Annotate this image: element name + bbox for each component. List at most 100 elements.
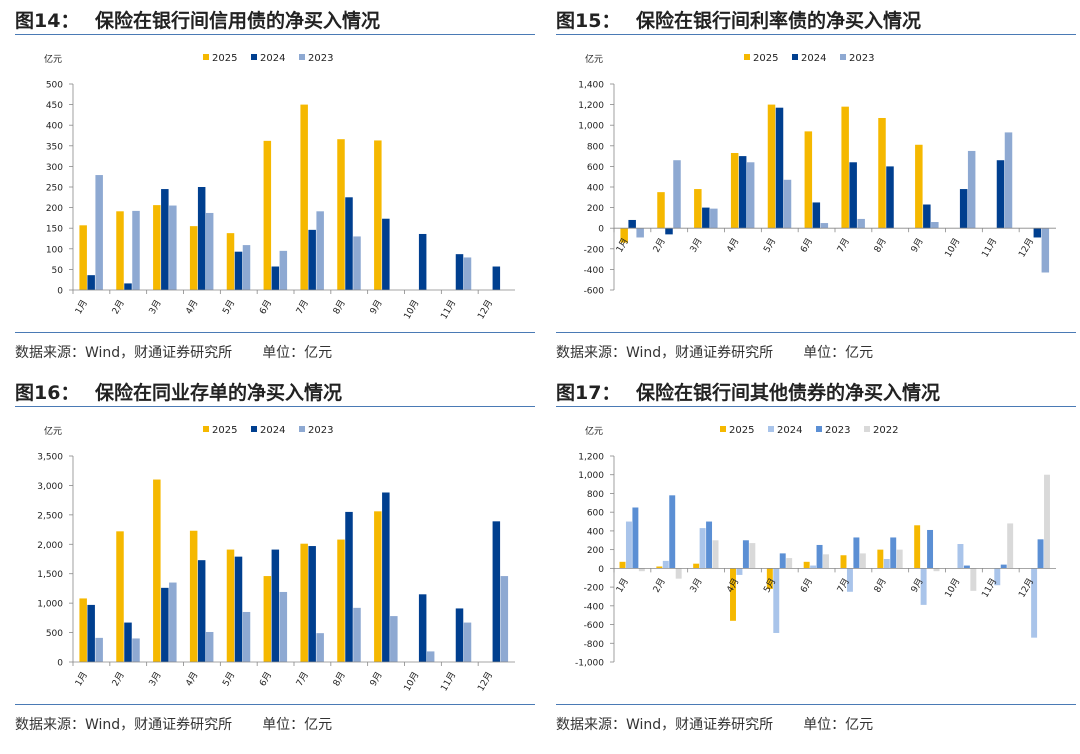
bar	[840, 555, 847, 569]
bar	[316, 211, 324, 290]
legend-swatch	[203, 54, 209, 60]
bar	[353, 236, 361, 290]
x-tick-label: 4月	[184, 670, 201, 688]
x-tick-label: 5月	[220, 298, 237, 316]
bar	[673, 160, 681, 229]
y-tick-label: -200	[584, 245, 605, 255]
y-tick-label: 800	[587, 142, 604, 152]
bar	[783, 179, 792, 229]
legend-label: 2024	[260, 425, 285, 436]
bar	[271, 549, 280, 662]
bar	[890, 537, 897, 569]
bar	[234, 251, 243, 290]
x-tick-label: 1月	[73, 670, 90, 688]
bar	[169, 205, 177, 290]
x-tick-label: 1月	[614, 236, 631, 254]
x-tick-label: 5月	[220, 670, 237, 688]
bar	[963, 565, 970, 569]
bar	[665, 228, 673, 235]
legend-swatch	[720, 426, 726, 432]
source-rule	[556, 704, 1076, 705]
source-text: 数据来源：Wind，财通证券研究所	[15, 717, 233, 733]
bar	[896, 549, 903, 569]
y-tick-label: 400	[46, 122, 63, 132]
bar	[920, 568, 927, 605]
y-tick-label: 0	[57, 659, 63, 669]
bar	[996, 160, 1005, 229]
bar	[749, 543, 756, 569]
bar	[853, 537, 860, 569]
bar	[197, 187, 206, 290]
x-tick-label: 8月	[331, 670, 348, 688]
y-tick-label: 0	[598, 225, 604, 235]
bar	[812, 202, 821, 229]
bar	[710, 208, 718, 229]
legend-label: 2025	[212, 425, 237, 436]
bar	[878, 117, 886, 229]
bar-chart: 亿元 2025 2024 2023 2022 -1,000 -800 -600 -400 -200…	[575, 425, 1056, 669]
x-tick-label: 7月	[294, 670, 311, 688]
title-rule	[15, 406, 535, 407]
figure-number: 图14：	[15, 10, 80, 32]
bar	[628, 219, 636, 229]
bar	[492, 521, 501, 662]
bar	[656, 566, 663, 569]
y-tick-label: 300	[46, 163, 63, 173]
bar	[353, 607, 361, 662]
x-tick-label: 3月	[147, 670, 164, 688]
chart-heading: 保险在银行间信用债的净买入情况	[95, 10, 381, 32]
x-tick-label: 9月	[909, 236, 926, 254]
bar	[116, 211, 124, 290]
bar	[931, 222, 939, 229]
bar	[95, 175, 103, 290]
legend-label: 2023	[308, 53, 333, 64]
bar	[933, 568, 940, 572]
chart-title: 图16： 保险在同业存单的净买入情况	[15, 378, 535, 406]
bar	[337, 539, 345, 662]
bar	[79, 225, 87, 290]
legend-label: 2025	[753, 53, 778, 64]
bar	[205, 631, 214, 662]
y-tick-label: 0	[598, 565, 604, 575]
legend-swatch	[768, 426, 774, 432]
bar	[742, 540, 749, 569]
bar	[619, 561, 626, 569]
y-tick-label: 600	[587, 509, 604, 519]
y-tick-label: -200	[584, 584, 605, 594]
bar	[308, 229, 316, 290]
unit-text: 单位：亿元	[803, 717, 874, 733]
y-tick-label: 1,400	[578, 81, 604, 91]
legend-swatch	[299, 54, 305, 60]
x-tick-label: 6月	[798, 576, 815, 594]
legend-label: 2025	[729, 425, 754, 436]
y-axis-unit: 亿元	[585, 53, 603, 65]
bar	[226, 549, 235, 662]
bar	[970, 568, 977, 591]
legend-label: 2024	[777, 425, 802, 436]
y-tick-label: 800	[587, 490, 604, 500]
x-tick-label: 12月	[1016, 236, 1036, 259]
source-note: 数据来源：Wind，财通证券研究所 单位：亿元	[15, 714, 332, 734]
bar	[308, 546, 316, 662]
y-tick-label: 250	[46, 184, 63, 194]
bar	[189, 226, 198, 290]
y-tick-label: 100	[46, 245, 63, 255]
bar	[124, 622, 132, 662]
bar	[738, 156, 747, 229]
bar	[345, 197, 353, 290]
bar	[374, 140, 382, 290]
x-tick-label: 12月	[475, 298, 495, 321]
chart-panel-fig17: 图17： 保险在银行间其他债券的净买入情况 亿元 2025 2024 2023 2022 -…	[556, 372, 1076, 744]
legend-label: 2022	[873, 425, 898, 436]
title-rule	[15, 34, 535, 35]
y-tick-label: 1,200	[578, 101, 604, 111]
bar	[189, 530, 198, 662]
bar	[132, 638, 140, 662]
bar	[390, 616, 398, 662]
bar	[418, 594, 427, 662]
bar	[775, 107, 784, 229]
bar	[886, 166, 894, 229]
bar	[1041, 228, 1050, 273]
y-tick-label: 2,000	[37, 541, 63, 551]
bar	[242, 245, 251, 290]
